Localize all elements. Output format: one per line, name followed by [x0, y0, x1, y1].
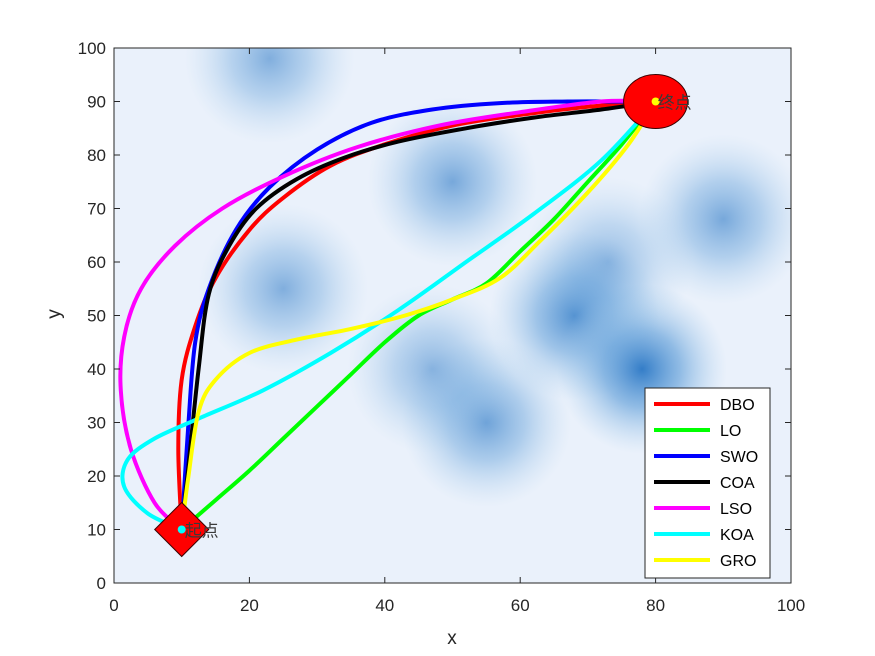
- y-tick-label: 60: [87, 253, 106, 272]
- y-tick-label: 70: [87, 200, 106, 219]
- legend-label-gro: GRO: [720, 553, 756, 570]
- y-tick-label: 100: [78, 39, 106, 58]
- goal-point: [651, 97, 660, 106]
- x-tick-label: 60: [511, 596, 530, 615]
- threat-zone-8: [638, 134, 791, 305]
- series-line-dbo: [176, 99, 658, 532]
- series-line-koa: [120, 99, 658, 532]
- y-axis-label: y: [44, 309, 65, 319]
- plot-area: 起点 终点: [113, 47, 792, 584]
- series-line-gro: [179, 99, 658, 532]
- y-tick-label: 90: [87, 93, 106, 112]
- threat-zone-4: [347, 284, 518, 454]
- y-tick-label: 20: [87, 467, 106, 486]
- x-tick-label: 40: [375, 596, 394, 615]
- legend-label-lso: LSO: [720, 501, 752, 518]
- goal-label: 终点: [658, 94, 692, 114]
- y-tick-label: 50: [87, 307, 106, 326]
- y-tick-label: 30: [87, 414, 106, 433]
- series-line-coa: [179, 99, 658, 532]
- start-label: 起点: [185, 522, 219, 542]
- x-axis-label: x: [447, 628, 457, 649]
- threat-zone-0: [184, 48, 355, 144]
- x-tick-label: 80: [646, 596, 665, 615]
- legend-label-koa: KOA: [720, 527, 754, 544]
- y-tick-label: 40: [87, 360, 106, 379]
- y-tick-label: 10: [87, 521, 106, 540]
- x-tick-label: 20: [240, 596, 259, 615]
- x-tick-label: 0: [109, 596, 118, 615]
- legend-label-coa: COA: [720, 475, 755, 492]
- series-line-lso: [118, 98, 658, 532]
- legend-label-swo: SWO: [720, 449, 758, 466]
- legend-label-lo: LO: [720, 423, 741, 440]
- start-goal-markers: 起点 终点: [153, 74, 692, 558]
- series-line-lo: [179, 99, 658, 532]
- y-tick-label: 80: [87, 146, 106, 165]
- y-tick-label: 0: [97, 574, 106, 593]
- path-lines: [118, 98, 658, 532]
- legend-label-dbo: DBO: [720, 397, 755, 414]
- x-tick-label: 100: [777, 596, 805, 615]
- threat-zone-2: [198, 203, 369, 374]
- x-axis-ticks: 0 20 40 60 80 100: [109, 48, 805, 615]
- series-line-swo: [179, 99, 658, 532]
- y-axis-ticks: 0 10 20 30 40 50 60 70 80 90 100: [78, 39, 791, 593]
- legend: DBO LO SWO COA LSO KOA GRO: [644, 387, 771, 579]
- start-point: [177, 525, 186, 534]
